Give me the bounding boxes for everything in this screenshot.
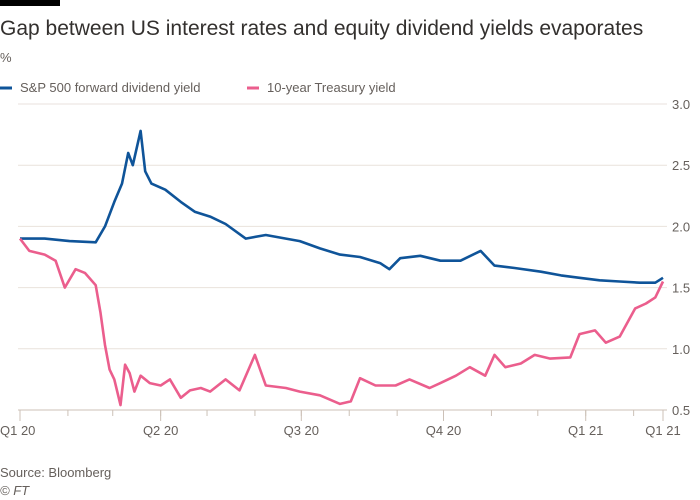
series-line-treasury-yield xyxy=(18,237,665,407)
y-tick-label: 2.5 xyxy=(672,158,690,173)
source-note: Source: Bloomberg xyxy=(0,465,111,480)
legend-label-treasury: 10-year Treasury yield xyxy=(267,80,396,95)
x-tick-label: Q1 21 xyxy=(645,423,680,438)
y-tick-label: 2.0 xyxy=(672,219,690,234)
chart-title: Gap between US interest rates and equity… xyxy=(0,17,643,40)
y-unit-label: % xyxy=(0,50,12,65)
series-line-dividend-yield xyxy=(20,129,664,284)
x-tick-label: Q1 20 xyxy=(0,423,35,438)
y-tick-label: 1.0 xyxy=(672,342,690,357)
legend: S&P 500 forward dividend yield 10-year T… xyxy=(0,80,396,95)
x-tick-label: Q3 20 xyxy=(284,423,319,438)
y-tick-label: 3.0 xyxy=(672,97,690,112)
x-tick-label: Q4 20 xyxy=(426,423,461,438)
legend-label-dividend: S&P 500 forward dividend yield xyxy=(20,80,200,95)
y-tick-label: 0.5 xyxy=(672,403,690,418)
copyright-note: © FT xyxy=(0,483,30,498)
x-tick-label: Q2 20 xyxy=(143,423,178,438)
x-tick-label: Q1 21 xyxy=(568,423,603,438)
y-tick-label: 1.5 xyxy=(672,281,690,296)
ft-header-bar xyxy=(0,0,60,6)
